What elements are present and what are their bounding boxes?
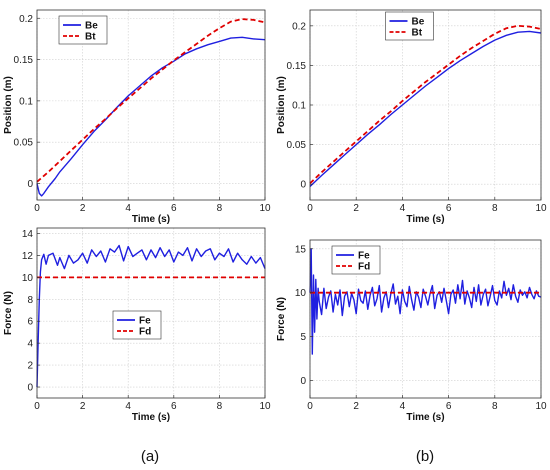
x-tick-label: 10 xyxy=(535,203,547,214)
x-tick-label: 0 xyxy=(34,203,40,214)
legend-box xyxy=(385,11,434,41)
x-tick-label: 6 xyxy=(446,203,452,214)
legend-label: Be xyxy=(412,17,425,28)
y-tick-label: 10 xyxy=(295,288,307,299)
x-tick-label: 2 xyxy=(80,203,86,214)
y-tick-label: 0.2 xyxy=(292,21,306,32)
x-axis-label: Time (s) xyxy=(132,214,170,225)
axes-frame xyxy=(36,227,266,399)
series-line-bt xyxy=(36,18,266,183)
series-line-fe xyxy=(309,248,542,355)
legend-label: Fd xyxy=(358,262,370,273)
legend-box xyxy=(331,245,381,275)
x-axis-label: Time (s) xyxy=(406,412,444,423)
y-tick-label: 14 xyxy=(22,229,34,240)
y-tick-label: 0 xyxy=(300,180,306,191)
y-tick-label: 0.15 xyxy=(287,61,307,72)
x-tick-label: 8 xyxy=(217,203,223,214)
legend-label: Fe xyxy=(358,251,370,262)
legend-label: Bt xyxy=(85,32,96,43)
x-tick-label: 10 xyxy=(535,401,547,412)
x-tick-label: 2 xyxy=(353,401,359,412)
y-tick-label: 0.2 xyxy=(19,14,33,25)
y-tick-label: 0.05 xyxy=(14,138,34,149)
x-tick-label: 8 xyxy=(217,401,223,412)
x-tick-label: 2 xyxy=(80,401,86,412)
axes-frame xyxy=(36,9,266,201)
y-tick-label: 0.1 xyxy=(19,96,33,107)
y-tick-label: 0 xyxy=(27,179,33,190)
legend-label: Bt xyxy=(412,28,423,39)
x-tick-label: 10 xyxy=(259,401,271,412)
legend-box xyxy=(112,310,162,340)
x-tick-label: 4 xyxy=(400,401,406,412)
x-tick-label: 6 xyxy=(171,203,177,214)
y-axis-label: Force (N) xyxy=(276,297,287,341)
y-tick-label: 4 xyxy=(27,339,33,350)
x-tick-label: 8 xyxy=(492,401,498,412)
y-tick-label: 0 xyxy=(27,383,33,394)
series-line-fe xyxy=(36,244,266,388)
x-tick-label: 10 xyxy=(259,203,271,214)
y-axis-label: Position (m) xyxy=(3,76,14,134)
x-tick-label: 2 xyxy=(353,203,359,214)
y-tick-label: 0.05 xyxy=(287,140,307,151)
y-tick-label: 10 xyxy=(22,273,34,284)
y-tick-label: 6 xyxy=(27,317,33,328)
x-tick-label: 6 xyxy=(446,401,452,412)
x-axis-label: Time (s) xyxy=(132,412,170,423)
y-tick-label: 0.15 xyxy=(14,55,34,66)
x-tick-label: 6 xyxy=(171,401,177,412)
x-tick-label: 4 xyxy=(125,401,131,412)
x-axis-label: Time (s) xyxy=(406,214,444,225)
y-tick-label: 5 xyxy=(300,332,306,343)
legend-box xyxy=(58,15,108,45)
series-line-be xyxy=(36,36,266,197)
plot-b-top: 0 2 4 6 8 10 0 0.05 0.1 0.15 0.2 Time (s) Position (… xyxy=(276,9,547,225)
legend-label: Be xyxy=(85,21,98,32)
x-tick-label: 0 xyxy=(34,401,40,412)
legend-label: Fe xyxy=(139,316,151,327)
caption-b: (b) xyxy=(416,448,434,465)
legend-label: Fd xyxy=(139,327,151,338)
y-tick-label: 2 xyxy=(27,361,33,372)
y-tick-label: 15 xyxy=(295,244,307,255)
y-tick-label: 8 xyxy=(27,295,33,306)
y-tick-label: 12 xyxy=(22,251,34,262)
y-axis-label: Force (N) xyxy=(3,291,14,335)
caption-a: (a) xyxy=(141,448,159,465)
axes-frame xyxy=(309,239,542,399)
x-tick-label: 8 xyxy=(492,203,498,214)
x-tick-label: 4 xyxy=(125,203,131,214)
y-tick-label: 0.1 xyxy=(292,101,306,112)
x-tick-label: 0 xyxy=(307,401,313,412)
plot-a-top: 0 2 4 6 8 10 0 0.05 0.1 0.15 0.2 Time (s) Position (… xyxy=(3,9,271,225)
y-axis-label: Position (m) xyxy=(276,76,287,134)
x-tick-label: 0 xyxy=(307,203,313,214)
y-tick-label: 0 xyxy=(300,376,306,387)
x-tick-label: 4 xyxy=(400,203,406,214)
series-line-bt xyxy=(309,24,542,185)
series-line-be xyxy=(309,30,542,188)
